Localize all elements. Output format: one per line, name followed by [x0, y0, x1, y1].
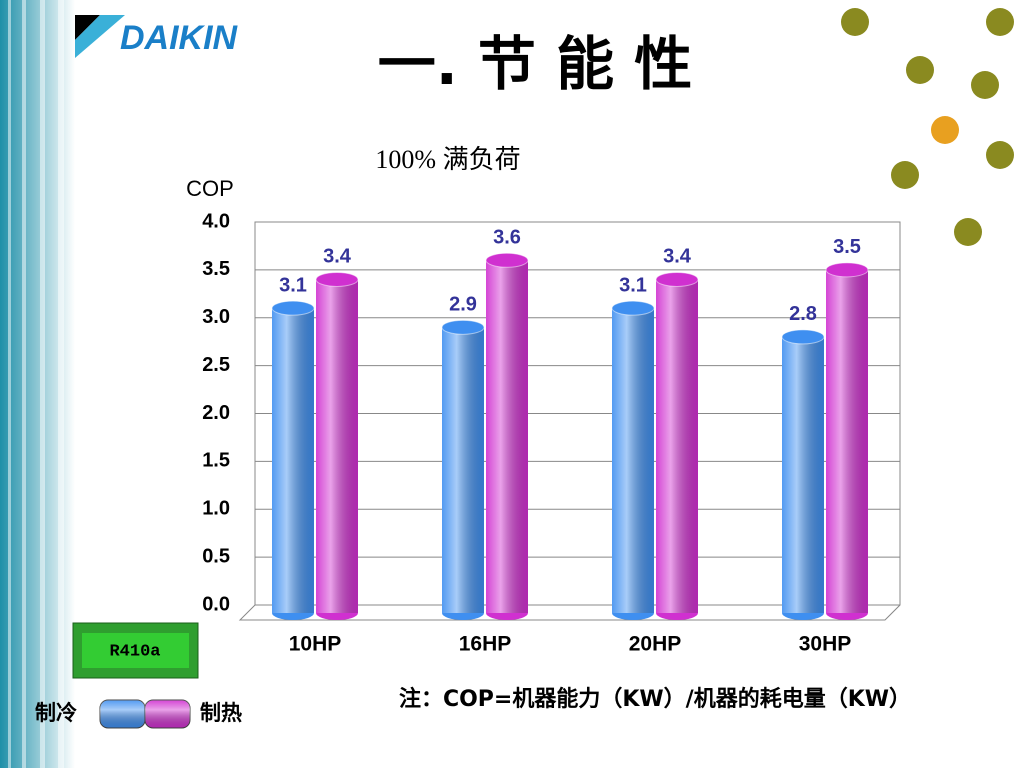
- bar-cap: [441, 319, 485, 335]
- logo-mark: [75, 15, 125, 58]
- value-label: 3.4: [663, 246, 692, 268]
- y-tick-label: 0.0: [202, 593, 230, 615]
- value-label: 3.6: [493, 227, 521, 249]
- y-tick-label: 3.0: [202, 306, 230, 328]
- bar-cap: [781, 329, 825, 345]
- bar-cap: [655, 271, 699, 287]
- y-tick-label: 0.5: [202, 545, 230, 567]
- y-tick-label: 4.0: [202, 210, 230, 232]
- bar-shine: [656, 279, 698, 613]
- legend-label: 制冷: [35, 701, 77, 725]
- badge-inner: [82, 633, 189, 668]
- bar-shine: [486, 260, 528, 613]
- badge-label: R410a: [109, 642, 160, 661]
- logo: DAIKIN: [120, 19, 239, 57]
- bar-cap: [611, 300, 655, 316]
- x-tick-label: 20HP: [629, 633, 682, 656]
- x-tick-label: 16HP: [459, 633, 512, 656]
- y-tick-label: 1.5: [202, 450, 230, 472]
- legend-shine: [100, 700, 145, 728]
- bar-shine: [272, 308, 314, 613]
- leaves: [841, 8, 1014, 246]
- bar-shine: [442, 327, 484, 613]
- bar-shine: [612, 308, 654, 613]
- legend-shine: [145, 700, 190, 728]
- y-tick-label: 2.0: [202, 402, 230, 424]
- note: 注：COP=机器能力（KW）/机器的耗电量（KW）: [399, 686, 911, 712]
- bar-cap: [825, 262, 869, 278]
- value-label: 3.1: [619, 274, 647, 296]
- y-tick-label: 2.5: [202, 354, 230, 376]
- bar-shine: [316, 279, 358, 613]
- x-tick-label: 10HP: [289, 633, 342, 656]
- value-label: 3.4: [323, 246, 352, 268]
- bar-cap: [315, 271, 359, 287]
- bar-cap: [271, 300, 315, 316]
- y-axis-label: COP: [186, 176, 234, 201]
- value-label: 2.9: [449, 294, 477, 316]
- y-tick-label: 3.5: [202, 258, 230, 280]
- bar-shine: [826, 269, 868, 613]
- chart-subtitle: 100% 满负荷: [375, 145, 520, 174]
- bar-shine: [782, 336, 824, 613]
- bar-cap: [485, 252, 529, 268]
- x-tick-label: 30HP: [799, 633, 852, 656]
- slide-title: 一. 节 能 性: [378, 30, 693, 98]
- legend-label: 制热: [200, 701, 242, 725]
- y-tick-label: 1.0: [202, 498, 230, 520]
- value-label: 3.5: [833, 236, 861, 258]
- value-label: 2.8: [789, 303, 817, 325]
- side-stripes: [0, 0, 75, 768]
- value-label: 3.1: [279, 274, 307, 296]
